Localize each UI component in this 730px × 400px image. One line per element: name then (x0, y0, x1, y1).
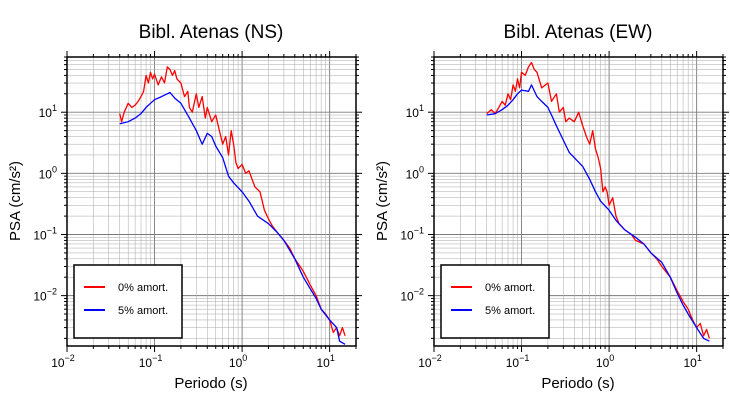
y-tick-label: 100 (39, 164, 57, 181)
legend-label: 0% amort. (118, 282, 168, 294)
plot-frame (433, 56, 724, 347)
chart-title: Bibl. Atenas (NS) (139, 22, 284, 43)
legend: 0% amort. 5% amort. (73, 264, 183, 339)
x-tick-label: 101 (683, 353, 701, 370)
y-tick-label: 10−1 (33, 225, 57, 242)
y-tick-label: 100 (406, 164, 424, 181)
axis-ticks: 10−2 10−1 100 101 10−2 10−1 100 101 (400, 51, 729, 370)
legend: 0% amort. 5% amort. (440, 264, 550, 339)
series-line-zero-damping (486, 61, 711, 339)
x-tick-label: 10−2 (51, 353, 75, 370)
y-tick-label: 101 (39, 103, 57, 120)
plot-series (486, 61, 711, 342)
series-line-five-percent-damping (119, 91, 346, 345)
x-tick-label: 10−1 (506, 353, 530, 370)
legend-label: 5% amort. (485, 305, 535, 317)
legend-box (73, 264, 183, 339)
x-tick-label: 101 (316, 353, 334, 370)
plot-frame (66, 56, 357, 347)
x-axis-label: Periodo (s) (541, 375, 614, 392)
x-tick-label: 100 (229, 353, 247, 370)
plot-series (119, 66, 346, 345)
x-axis-label: Periodo (s) (174, 375, 247, 392)
y-axis-label: PSA (cm/s²) (7, 161, 24, 241)
x-tick-label: 10−2 (418, 353, 442, 370)
chart-panel-ew: Bibl. Atenas (EW) 10−2 10−1 100 101 10−2 10−1… (374, 22, 729, 392)
legend-label: 5% amort. (118, 305, 168, 317)
legend-box (440, 264, 550, 339)
y-tick-label: 10−1 (400, 225, 424, 242)
x-tick-label: 100 (596, 353, 614, 370)
y-tick-label: 101 (406, 103, 424, 120)
chart-panel-ns: Bibl. Atenas (NS) 10−2 10−1 100 101 10−2 10−1… (7, 22, 362, 392)
series-line-five-percent-damping (486, 84, 710, 342)
legend-label: 0% amort. (485, 282, 535, 294)
y-tick-label: 10−2 (33, 287, 57, 304)
axis-ticks: 10−2 10−1 100 101 10−2 10−1 100 101 (33, 51, 362, 370)
chart-title: Bibl. Atenas (EW) (504, 22, 653, 43)
y-axis-label: PSA (cm/s²) (374, 161, 391, 241)
x-tick-label: 10−1 (139, 353, 163, 370)
y-tick-label: 10−2 (400, 287, 424, 304)
